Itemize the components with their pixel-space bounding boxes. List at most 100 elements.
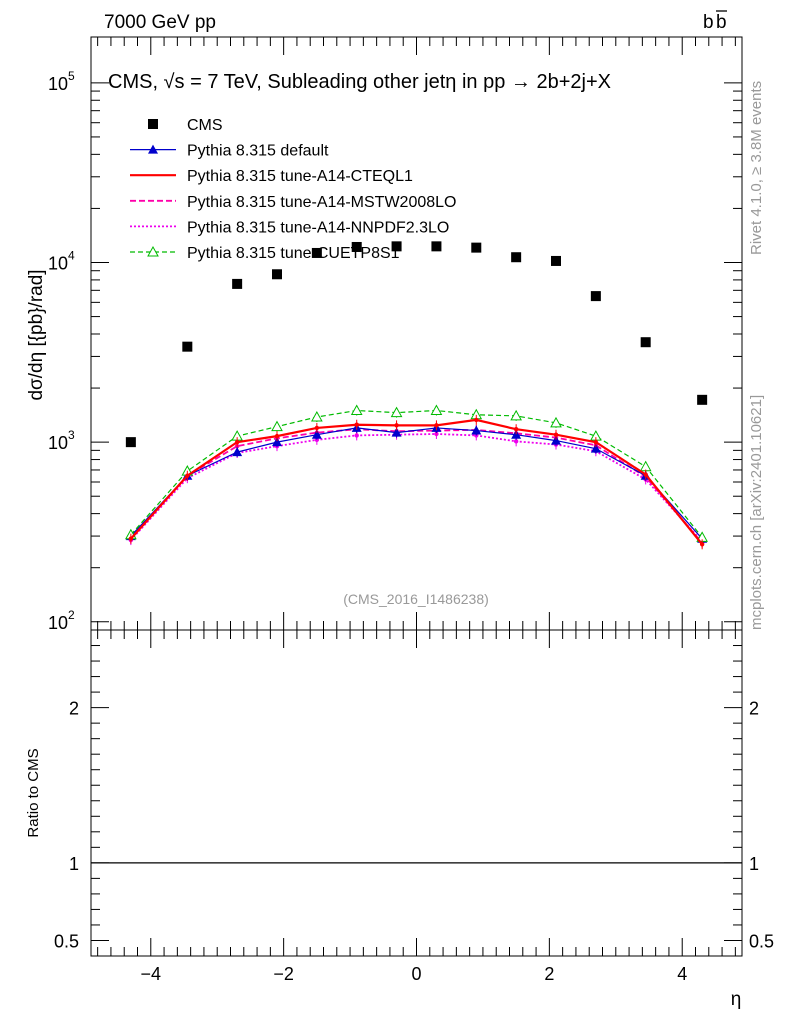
series-cteql1 xyxy=(128,414,705,550)
ratio-y-tick-label: 2 xyxy=(69,699,79,719)
legend-entry-nnpdf: Pythia 8.315 tune-A14-NNPDF2.3LO xyxy=(130,219,449,236)
mcplots-label: mcplots.cern.ch [arXiv:2401.10621] xyxy=(748,395,765,630)
series-nnpdf xyxy=(128,428,705,547)
main-y-tick-label: 10 xyxy=(48,613,68,633)
ratio-y-label: Ratio to CMS xyxy=(25,748,42,837)
legend-entry-mstw: Pythia 8.315 tune-A14-MSTW2008LO xyxy=(130,194,456,211)
data-point-cms xyxy=(232,278,243,289)
series-cms xyxy=(125,241,708,448)
legend-label-cuetp8s1: Pythia 8.315 tune-CUETP8S1 xyxy=(187,245,400,262)
data-point-cteql1 xyxy=(354,422,359,427)
x-axis-label: η xyxy=(731,989,742,1010)
legend: CMS Pythia 8.315 default Pythia 8.315 tune… xyxy=(130,117,456,262)
ratio-y-ticks: 0.5 0.5 1 1 2 2 xyxy=(54,629,774,957)
data-point-cteql1 xyxy=(593,439,599,445)
main-y-tick-exponent: 4 xyxy=(68,248,75,262)
ratio-x-ticks: −4 −2 0 2 4 xyxy=(97,630,736,984)
data-point-cteql1 xyxy=(314,425,320,431)
data-point-cteql1 xyxy=(185,473,190,478)
plot-title: CMS, √s = 7 TeV, Subleading other jetη i… xyxy=(108,71,611,93)
ratio-y-tick-label-right: 2 xyxy=(749,699,759,719)
data-point-cms xyxy=(391,241,402,252)
data-point-cms xyxy=(431,241,442,252)
series-line-cuetp8s1 xyxy=(130,409,703,538)
data-point-cms xyxy=(471,242,482,253)
legend-label-cms: CMS xyxy=(187,117,223,134)
data-point-cuetp8s1 xyxy=(550,416,562,428)
data-point-cteql1 xyxy=(394,423,399,428)
ratio-x-tick-label: 0 xyxy=(411,964,421,984)
data-point-default xyxy=(471,425,482,435)
data-point-cteql1 xyxy=(699,542,705,547)
legend-marker-cuetp8s1 xyxy=(147,245,159,257)
data-point-cms xyxy=(125,437,136,448)
data-point-cms xyxy=(311,247,322,258)
legend-marker-default xyxy=(148,144,158,154)
legend-label-nnpdf: Pythia 8.315 tune-A14-NNPDF2.3LO xyxy=(187,219,449,236)
data-point-nnpdf xyxy=(513,439,519,444)
data-point-cms xyxy=(590,291,601,302)
data-point-default xyxy=(391,427,402,437)
ratio-x-tick-label: 4 xyxy=(677,964,687,984)
ratio-y-tick-label-right: 0.5 xyxy=(749,931,774,951)
ratio-x-tick-label: 2 xyxy=(544,964,554,984)
header-right-bar: b xyxy=(716,12,727,33)
data-point-cuetp8s1 xyxy=(350,404,363,416)
data-point-cuetp8s1 xyxy=(271,420,283,432)
data-point-default xyxy=(272,437,282,447)
data-point-nnpdf xyxy=(354,433,359,438)
data-point-cms xyxy=(351,241,362,252)
data-point-default xyxy=(590,443,601,453)
data-point-cuetp8s1 xyxy=(311,410,323,422)
legend-entry-cuetp8s1: Pythia 8.315 tune-CUETP8S1 xyxy=(130,245,400,262)
data-point-cteql1 xyxy=(234,439,240,445)
legend-label-mstw: Pythia 8.315 tune-A14-MSTW2008LO xyxy=(187,194,456,211)
series-layer xyxy=(125,241,708,550)
legend-entry-cms: CMS xyxy=(148,117,223,134)
data-point-cteql1 xyxy=(274,433,280,439)
ratio-x-tick-label: −2 xyxy=(273,964,294,984)
series-line-nnpdf xyxy=(130,433,703,543)
ratio-y-tick-label-right: 1 xyxy=(749,854,759,874)
data-point-cuetp8s1 xyxy=(639,460,652,472)
data-point-cms xyxy=(272,269,282,280)
ratio-panel: 0.5 0.5 1 1 2 2 −4 −2 0 2 4 Ratio to CMS η xyxy=(25,629,774,1010)
main-y-tick-exponent: 2 xyxy=(68,608,75,622)
series-line-cteql1 xyxy=(130,418,703,545)
data-point-cuetp8s1 xyxy=(510,409,522,421)
legend-label-cteql1: Pythia 8.315 tune-A14-CTEQL1 xyxy=(187,168,413,185)
data-point-cms xyxy=(551,255,561,266)
main-y-tick-exponent: 5 xyxy=(68,69,75,83)
data-point-cms xyxy=(640,337,651,348)
series-mstw xyxy=(128,424,705,548)
legend-entry-cteql1: Pythia 8.315 tune-A14-CTEQL1 xyxy=(130,168,413,185)
data-point-default xyxy=(311,429,322,439)
main-y-tick-label: 10 xyxy=(48,433,68,453)
ratio-y-tick-label: 0.5 xyxy=(54,931,79,951)
data-point-cteql1 xyxy=(553,432,559,437)
series-line-mstw xyxy=(130,428,703,544)
data-point-cms xyxy=(511,252,522,263)
header-right: b xyxy=(703,12,714,33)
data-point-nnpdf xyxy=(314,437,320,443)
main-y-tick-label: 10 xyxy=(48,74,68,94)
ratio-frame xyxy=(90,629,743,957)
data-point-cteql1 xyxy=(643,472,648,477)
legend-entry-default: Pythia 8.315 default xyxy=(130,143,329,160)
data-point-cteql1 xyxy=(513,427,519,432)
main-y-tick-label: 10 xyxy=(48,253,68,273)
main-x-ticks xyxy=(97,37,736,630)
ratio-y-tick-label: 1 xyxy=(69,854,79,874)
data-point-default xyxy=(551,435,561,445)
series-default xyxy=(125,422,708,544)
data-point-cuetp8s1 xyxy=(430,404,443,416)
main-y-label: dσ/dη [{pb}/rad] xyxy=(26,269,47,400)
main-y-tick-exponent: 3 xyxy=(68,428,75,442)
data-point-cms xyxy=(697,394,708,405)
header-left: 7000 GeV pp xyxy=(104,12,216,33)
data-point-cms xyxy=(182,341,193,352)
data-point-default xyxy=(232,447,243,457)
